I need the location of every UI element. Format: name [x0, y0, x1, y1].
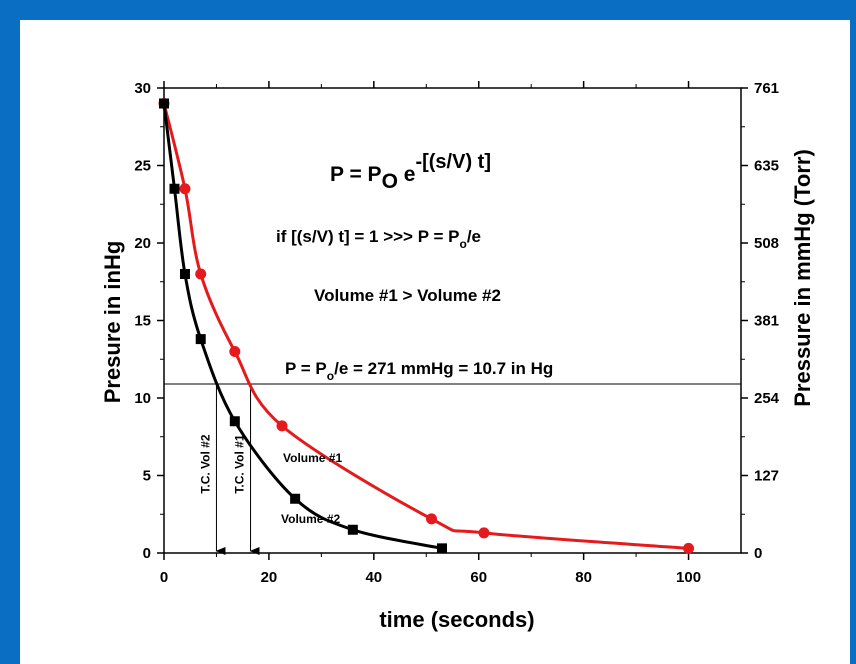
x-tick-label: 40 [365, 569, 382, 586]
y2-axis-title: Pressure in mmHg (Torr) [790, 149, 815, 407]
y-tick-label: 30 [134, 80, 151, 97]
data-point [179, 269, 190, 279]
y-tick-label: 5 [143, 468, 151, 485]
data-point [159, 98, 169, 109]
y2-tick-label: 635 [754, 158, 779, 175]
x-tick-label: 0 [160, 569, 168, 586]
y-tick-label: 25 [134, 158, 151, 175]
tc-label: T.C. Vol #1 [233, 434, 247, 493]
formula-sub: O [382, 170, 398, 193]
series-label-volume-1: Volume #1 [283, 451, 342, 465]
data-point [290, 493, 301, 504]
x-tick-label: 100 [676, 569, 701, 586]
y2-tick-label: 508 [754, 235, 779, 252]
y-tick-label: 10 [134, 390, 151, 407]
data-point [229, 346, 241, 357]
ref-pre: P = P [285, 359, 327, 378]
ref-sub: o [327, 369, 334, 383]
y2-tick-label: 254 [754, 390, 780, 407]
tc-label: T.C. Vol #2 [198, 434, 212, 493]
formula-base: P = P [330, 163, 382, 186]
data-point [478, 527, 490, 539]
x-axis-title: time (seconds) [379, 607, 534, 632]
data-point [426, 513, 438, 525]
data-point [683, 542, 695, 554]
y2-tick-label: 761 [754, 80, 779, 97]
x-tick-label: 20 [261, 569, 278, 586]
y2-tick-label: 381 [754, 313, 779, 330]
data-point [195, 334, 206, 345]
formula-mid: e [398, 163, 416, 186]
series-layer [158, 98, 695, 554]
y-tick-label: 15 [134, 313, 151, 330]
series-2 [159, 98, 448, 554]
x-tick-label: 80 [575, 569, 592, 586]
data-point [195, 268, 207, 280]
data-point [229, 416, 240, 427]
y-tick-label: 0 [143, 545, 151, 562]
y2-tick-label: 127 [754, 468, 779, 485]
x-tick-label: 60 [470, 569, 487, 586]
condition-annotation: if [(s/V) t] = 1 >>> P = Po/e [276, 227, 481, 251]
axes: 0 20 40 60 80 100 0 5 10 15 20 25 30 0 127 254 381 508 635… [134, 80, 779, 586]
series-line [162, 103, 443, 550]
volume-note: Volume #1 > Volume #2 [314, 286, 501, 305]
formula-annotation: P = PO e-[(s/V) t] [330, 151, 491, 193]
ref-post: /e = 271 mmHg = 10.7 in Hg [334, 359, 553, 378]
y-tick-label: 20 [134, 235, 151, 252]
y2-tick-label: 0 [754, 545, 762, 562]
series-label-volume-2: Volume #2 [281, 512, 340, 526]
data-point [169, 183, 180, 194]
reference-line-label: P = Po/e = 271 mmHg = 10.7 in Hg [285, 359, 553, 383]
data-point [347, 524, 358, 535]
y-axis-title: Presure in inHg [100, 241, 125, 404]
condition-pre: if [(s/V) t] = 1 >>> P = P [276, 227, 459, 246]
formula-sup: -[(s/V) t] [415, 151, 491, 173]
condition-post: /e [467, 227, 481, 246]
data-point [179, 183, 191, 195]
plot-area: T.C. Vol #2 T.C. Vol #1 [164, 383, 741, 555]
data-point [437, 543, 448, 554]
data-point [276, 420, 288, 432]
condition-sub: o [459, 237, 466, 251]
